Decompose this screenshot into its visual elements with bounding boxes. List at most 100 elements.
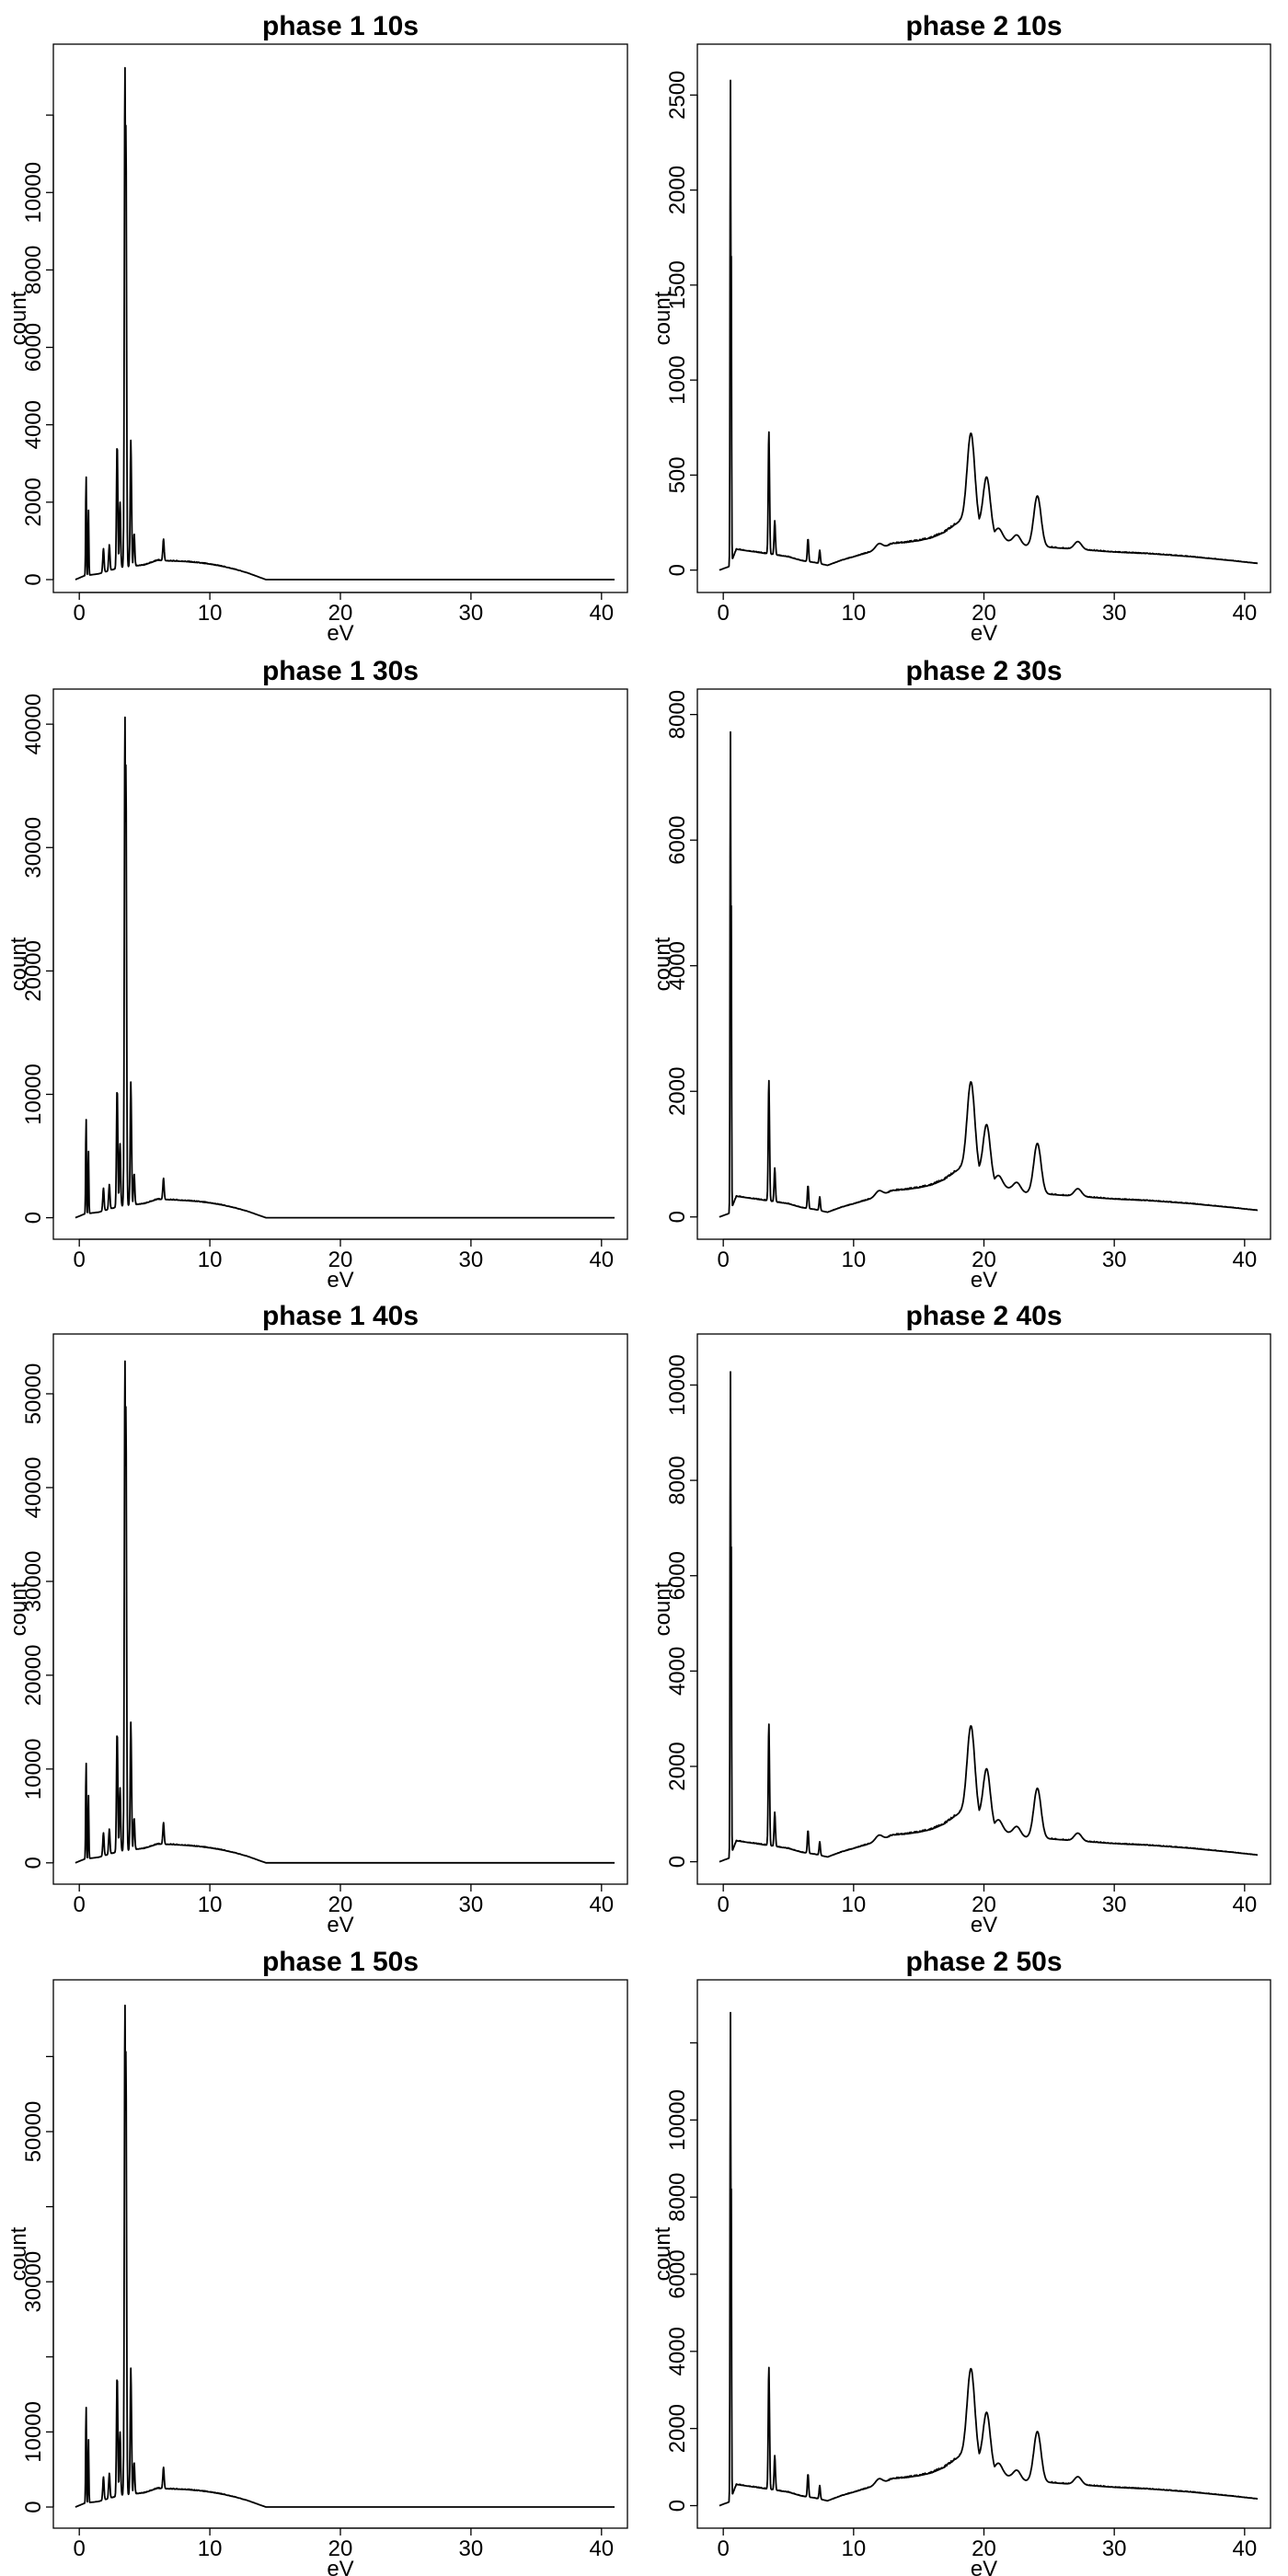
chart-title: phase 1 50s (262, 1947, 419, 1977)
x-tick-label: 10 (841, 1892, 866, 1917)
y-tick-label: 10000 (21, 1064, 46, 1125)
chart-title: phase 2 50s (905, 1947, 1062, 1977)
x-tick-label: 0 (717, 2536, 729, 2561)
y-tick-label: 20000 (21, 1645, 46, 1707)
y-tick-label: 6000 (21, 323, 46, 372)
y-tick-label: 0 (21, 1212, 46, 1224)
y-tick-label: 2000 (665, 1742, 690, 1790)
y-tick-label: 4000 (665, 941, 690, 990)
x-tick-label: 20 (972, 2536, 996, 2561)
y-tick-label: 0 (665, 1856, 690, 1868)
spectrum-line (75, 1360, 615, 1864)
x-tick-label: 40 (1232, 2536, 1257, 2561)
x-tick-label: 40 (589, 1892, 614, 1917)
x-tick-label: 40 (1232, 601, 1257, 626)
spectrum-line (719, 730, 1259, 1218)
x-axis-label: eV (971, 621, 997, 646)
y-tick-label: 0 (665, 2500, 690, 2512)
chart-panel: phase 1 30s 0 10 20 30 40 0 10000 20000 30000 4000… (6, 656, 628, 1293)
y-axis-label: count (650, 2226, 675, 2281)
y-tick-label: 10000 (665, 1354, 690, 1416)
x-tick-label: 0 (74, 2536, 86, 2561)
x-tick-label: 40 (589, 601, 614, 626)
chart-panel: phase 1 40s 0 10 20 30 40 0 10000 20000 30000 4000… (6, 1301, 628, 1938)
x-axis-label: eV (327, 2557, 353, 2576)
y-axis-label: count (6, 937, 31, 991)
x-tick-label: 20 (328, 601, 353, 626)
chart-panel: phase 2 30s 0 10 20 30 40 0 2000 4000 6000 8000 eV c… (650, 656, 1271, 1293)
x-tick-label: 10 (841, 2536, 866, 2561)
x-axis-label: eV (971, 2557, 997, 2576)
x-tick-label: 10 (198, 2536, 223, 2561)
x-tick-label: 0 (717, 1248, 729, 1272)
y-axis-label: count (6, 2226, 31, 2281)
y-tick-label: 6000 (665, 815, 690, 864)
x-tick-label: 30 (459, 1248, 484, 1272)
x-tick-label: 30 (459, 2536, 484, 2561)
x-tick-label: 30 (459, 1892, 484, 1917)
y-axis-label: count (650, 1581, 675, 1636)
y-axis-label: count (6, 291, 31, 345)
spectrum-line (719, 2011, 1259, 2507)
y-tick-label: 10000 (21, 2401, 46, 2463)
y-axis-label: count (650, 291, 675, 345)
y-tick-label: 8000 (665, 1455, 690, 1504)
y-tick-label: 0 (21, 1857, 46, 1869)
x-tick-label: 20 (972, 601, 996, 626)
x-tick-label: 10 (198, 601, 223, 626)
chart-title: phase 1 30s (262, 656, 419, 686)
chart-panel: phase 2 50s 0 10 20 30 40 0 2000 4000 6000 8000 100… (650, 1947, 1271, 2576)
y-tick-label: 20000 (21, 940, 46, 1002)
y-tick-label: 10000 (21, 162, 46, 224)
y-tick-label: 6000 (665, 1551, 690, 1600)
x-tick-label: 30 (1102, 601, 1127, 626)
x-tick-label: 20 (972, 1248, 996, 1272)
y-tick-label: 2000 (665, 166, 690, 214)
y-tick-label: 4000 (665, 1647, 690, 1696)
y-tick-label: 10000 (665, 2089, 690, 2151)
x-tick-label: 0 (74, 601, 86, 626)
chart-title: phase 2 30s (905, 656, 1062, 686)
y-tick-label: 30000 (21, 817, 46, 879)
spectrum-line (75, 716, 615, 1219)
x-tick-label: 20 (328, 1892, 353, 1917)
y-tick-label: 8000 (665, 690, 690, 739)
x-tick-label: 0 (717, 1892, 729, 1917)
y-tick-label: 1000 (665, 355, 690, 404)
y-tick-label: 6000 (665, 2249, 690, 2298)
spectrum-line (719, 1371, 1259, 1863)
spectrum-line (75, 2004, 615, 2508)
x-tick-label: 10 (841, 601, 866, 626)
y-tick-label: 4000 (665, 2327, 690, 2375)
spectrum-line (75, 66, 615, 581)
y-tick-label: 2000 (21, 477, 46, 526)
x-axis-label: eV (327, 1268, 353, 1293)
chart-title: phase 2 40s (905, 1301, 1062, 1331)
y-tick-label: 30000 (21, 1551, 46, 1613)
x-tick-label: 0 (74, 1892, 86, 1917)
x-tick-label: 40 (1232, 1892, 1257, 1917)
x-tick-label: 10 (198, 1248, 223, 1272)
y-tick-label: 1500 (665, 260, 690, 309)
chart-title: phase 1 40s (262, 1301, 419, 1331)
y-tick-label: 0 (21, 2501, 46, 2513)
chart-panel: phase 1 50s 0 10 20 30 40 0 10000 30000 50000 eV co… (6, 1947, 628, 2576)
x-tick-label: 10 (198, 1892, 223, 1917)
x-axis-label: eV (327, 621, 353, 646)
y-tick-label: 2500 (665, 71, 690, 120)
x-tick-label: 40 (1232, 1248, 1257, 1272)
y-axis-label: count (650, 937, 675, 991)
chart-panel: phase 2 40s 0 10 20 30 40 0 2000 4000 6000 8000 100… (650, 1301, 1271, 1938)
y-tick-label: 4000 (21, 400, 46, 449)
y-tick-label: 50000 (21, 2101, 46, 2163)
x-tick-label: 40 (589, 2536, 614, 2561)
x-tick-label: 40 (589, 1248, 614, 1272)
chart-title: phase 1 10s (262, 11, 419, 41)
y-tick-label: 8000 (665, 2172, 690, 2221)
spectrum-line (719, 79, 1259, 571)
y-tick-label: 40000 (21, 1457, 46, 1519)
x-tick-label: 0 (74, 1248, 86, 1272)
x-tick-label: 20 (328, 1248, 353, 1272)
x-tick-label: 20 (972, 1892, 996, 1917)
